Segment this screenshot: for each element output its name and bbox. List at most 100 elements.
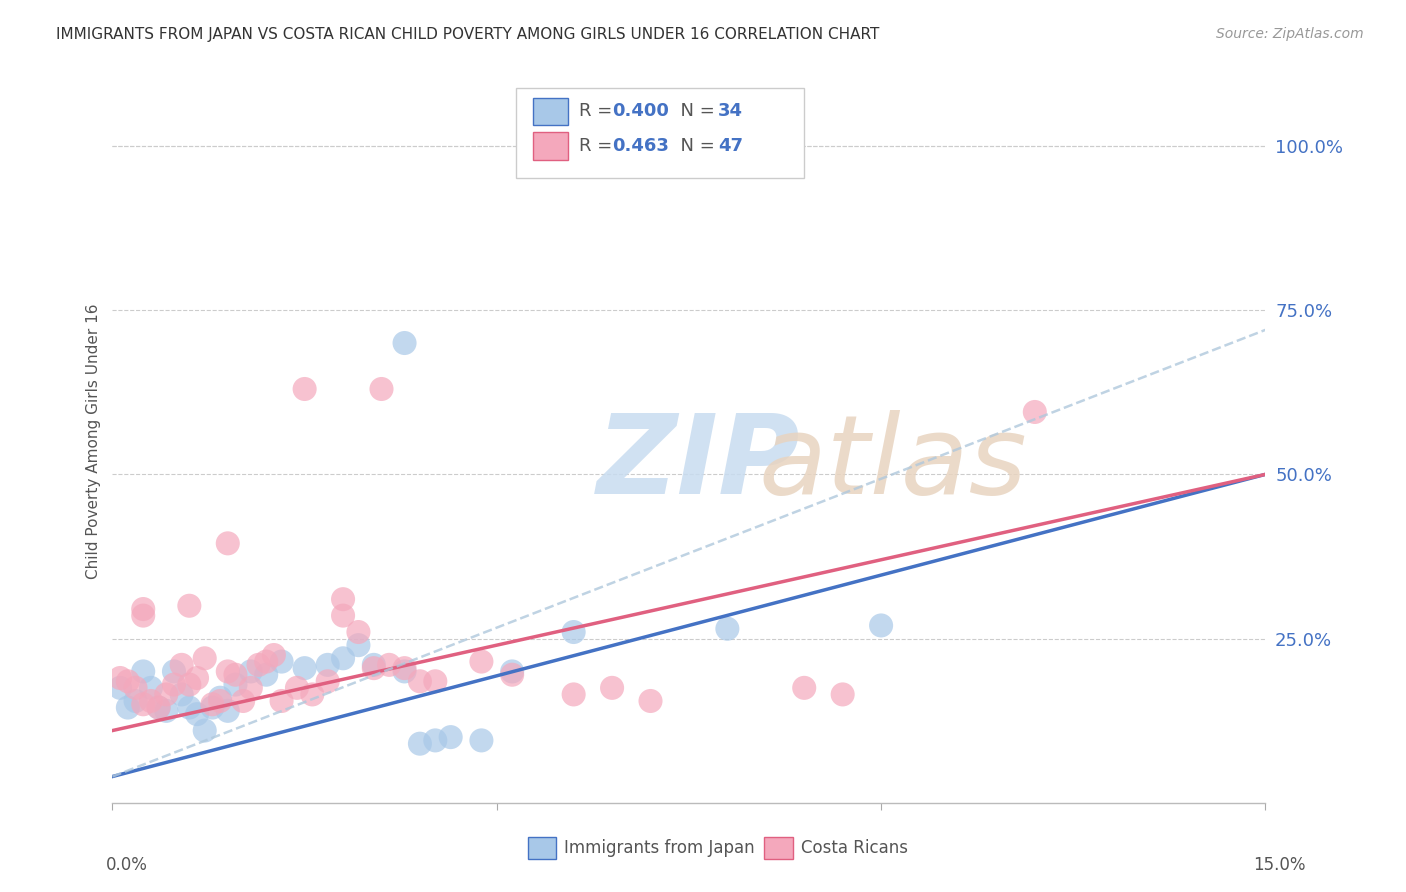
Point [831, 687, 853, 701]
Point [440, 730, 463, 744]
Text: 0.400: 0.400 [612, 103, 669, 120]
Point [108, 681, 131, 695]
Point [316, 657, 339, 672]
Point [562, 687, 585, 701]
Point [179, 677, 201, 691]
Bar [527, 838, 557, 859]
Point [139, 694, 162, 708]
Point [232, 694, 254, 708]
Text: 47: 47 [718, 137, 742, 155]
Point [179, 700, 201, 714]
Point [470, 655, 492, 669]
Point [470, 733, 492, 747]
Point [501, 667, 523, 681]
Point [124, 694, 146, 708]
Point [132, 602, 155, 616]
Bar [533, 97, 568, 125]
Point [124, 681, 146, 695]
Text: R =: R = [579, 103, 619, 120]
Point [254, 667, 277, 681]
Point [179, 599, 201, 613]
Point [239, 665, 262, 679]
Point [294, 382, 316, 396]
Point [209, 694, 232, 708]
Point [108, 671, 131, 685]
Point [239, 681, 262, 695]
Point [270, 655, 292, 669]
Text: 0.463: 0.463 [612, 137, 669, 155]
Point [170, 657, 193, 672]
Point [285, 681, 308, 695]
Point [194, 651, 217, 665]
Point [1024, 405, 1046, 419]
Text: N =: N = [669, 137, 721, 155]
Point [132, 608, 155, 623]
Point [562, 625, 585, 640]
Text: N =: N = [669, 103, 721, 120]
Text: ZIP: ZIP [596, 409, 800, 516]
Point [217, 665, 239, 679]
Point [194, 723, 217, 738]
Text: R =: R = [579, 137, 619, 155]
Point [363, 661, 385, 675]
Point [224, 667, 246, 681]
Text: Immigrants from Japan: Immigrants from Japan [564, 839, 755, 857]
Point [247, 657, 270, 672]
Point [170, 687, 193, 701]
Bar [533, 132, 568, 160]
Point [316, 674, 339, 689]
Point [716, 622, 738, 636]
Point [217, 536, 239, 550]
Point [301, 687, 323, 701]
Point [332, 592, 354, 607]
Point [186, 707, 208, 722]
Point [501, 665, 523, 679]
Point [409, 674, 432, 689]
Point [163, 677, 186, 691]
Point [394, 665, 416, 679]
Point [163, 665, 186, 679]
Point [347, 625, 370, 640]
Text: 0.0%: 0.0% [105, 856, 148, 874]
Point [793, 681, 815, 695]
Text: 34: 34 [718, 103, 742, 120]
Point [347, 638, 370, 652]
Point [132, 665, 155, 679]
Point [370, 382, 392, 396]
Point [209, 690, 232, 705]
Text: IMMIGRANTS FROM JAPAN VS COSTA RICAN CHILD POVERTY AMONG GIRLS UNDER 16 CORRELAT: IMMIGRANTS FROM JAPAN VS COSTA RICAN CHI… [56, 27, 880, 42]
Point [270, 694, 292, 708]
Point [217, 704, 239, 718]
Point [155, 704, 177, 718]
Bar [763, 838, 793, 859]
FancyBboxPatch shape [516, 87, 804, 178]
Point [332, 608, 354, 623]
Text: atlas: atlas [758, 409, 1026, 516]
Y-axis label: Child Poverty Among Girls Under 16: Child Poverty Among Girls Under 16 [86, 304, 101, 579]
Text: Source: ZipAtlas.com: Source: ZipAtlas.com [1216, 27, 1364, 41]
Point [394, 336, 416, 351]
Point [224, 677, 246, 691]
Point [139, 681, 162, 695]
Point [148, 700, 170, 714]
Point [148, 700, 170, 714]
Point [378, 657, 401, 672]
Point [425, 674, 447, 689]
Point [117, 700, 139, 714]
Point [425, 733, 447, 747]
Point [132, 698, 155, 712]
Point [201, 698, 224, 712]
Point [640, 694, 662, 708]
Point [600, 681, 623, 695]
Point [155, 687, 177, 701]
Point [363, 657, 385, 672]
Point [117, 674, 139, 689]
Text: Costa Ricans: Costa Ricans [801, 839, 908, 857]
Point [263, 648, 285, 662]
Point [870, 618, 893, 632]
Point [254, 655, 277, 669]
Text: 15.0%: 15.0% [1253, 856, 1306, 874]
Point [332, 651, 354, 665]
Point [394, 661, 416, 675]
Point [201, 700, 224, 714]
